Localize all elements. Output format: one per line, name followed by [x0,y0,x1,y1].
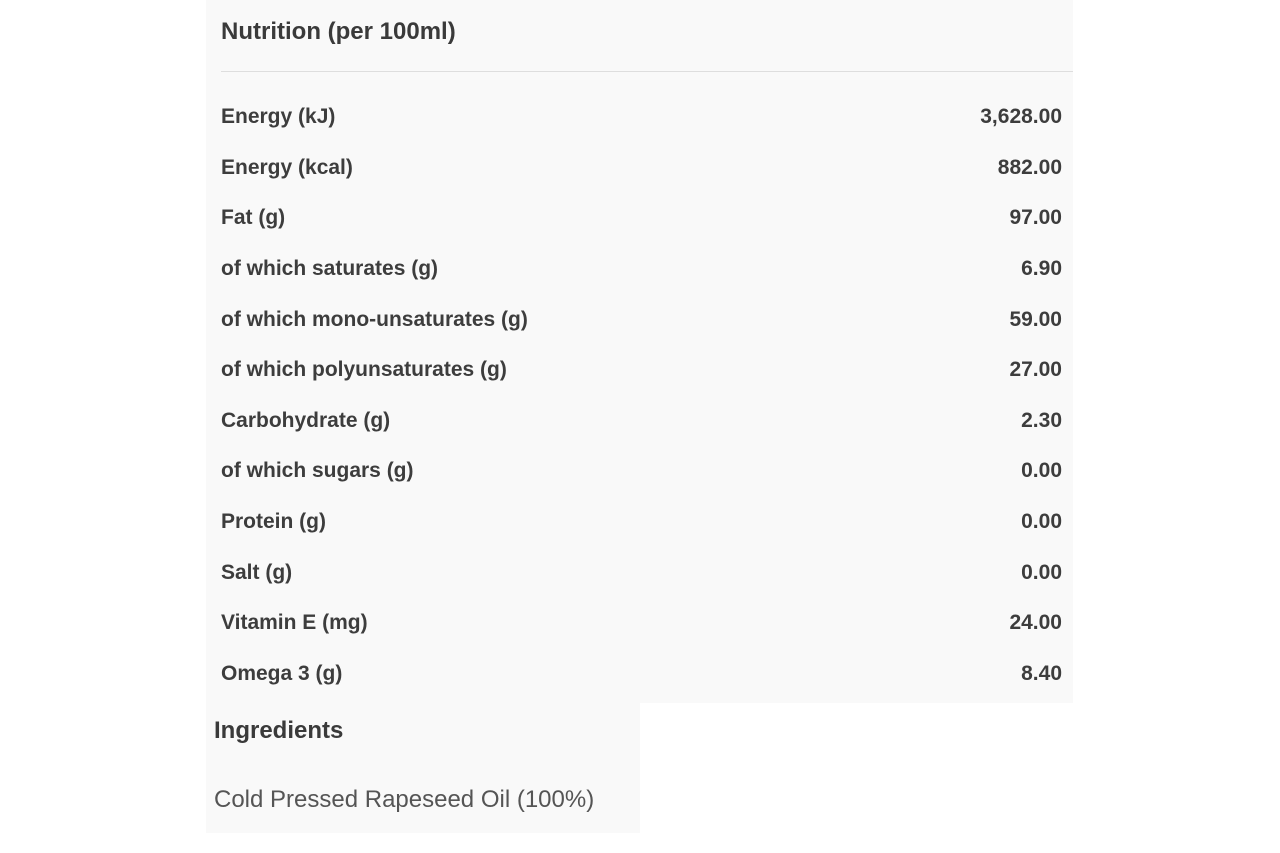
nutrient-value: 59.00 [1009,307,1062,331]
nutrient-value: 0.00 [1021,459,1062,483]
nutrient-label: of which polyunsaturates (g) [221,358,507,382]
nutrition-row-polyunsaturates: of which polyunsaturates (g) 27.00 [221,345,1062,396]
nutrient-value: 2.30 [1021,408,1062,432]
nutrition-row-salt: Salt (g) 0.00 [221,547,1062,598]
nutrient-label: of which saturates (g) [221,257,439,281]
nutrition-table: Energy (kJ) 3,628.00 Energy (kcal) 882.0… [221,92,1062,699]
nutrient-value: 27.00 [1009,358,1062,382]
nutrient-label: Fat (g) [221,206,286,230]
nutrient-label: of which mono-unsaturates (g) [221,307,528,331]
nutrient-label: Vitamin E (mg) [221,611,368,635]
nutrient-value: 8.40 [1021,661,1062,685]
nutrient-label: Carbohydrate (g) [221,408,391,432]
nutrient-value: 97.00 [1009,206,1062,230]
nutrient-value: 0.00 [1021,510,1062,534]
ingredients-text: Cold Pressed Rapeseed Oil (100%) [214,786,595,813]
nutrition-row-sugars: of which sugars (g) 0.00 [221,446,1062,497]
nutrient-label: Salt (g) [221,560,293,584]
nutrition-panel: Nutrition (per 100ml) Energy (kJ) 3,628.… [206,0,1073,703]
nutrient-label: of which sugars (g) [221,459,414,483]
nutrition-row-energy-kcal: Energy (kcal) 882.00 [221,143,1062,194]
nutrient-label: Energy (kJ) [221,105,336,129]
ingredients-panel: Ingredients Cold Pressed Rapeseed Oil (1… [206,703,640,833]
nutrition-row-fat: Fat (g) 97.00 [221,193,1062,244]
nutrient-value: 0.00 [1021,560,1062,584]
nutrient-value: 3,628.00 [980,105,1062,129]
nutrient-label: Omega 3 (g) [221,661,343,685]
nutrition-row-mono-unsaturates: of which mono-unsaturates (g) 59.00 [221,294,1062,345]
nutrition-row-saturates: of which saturates (g) 6.90 [221,244,1062,295]
ingredients-title: Ingredients [214,717,344,744]
nutrient-value: 24.00 [1009,611,1062,635]
nutrition-row-energy-kj: Energy (kJ) 3,628.00 [221,92,1062,143]
nutrition-divider [221,71,1073,72]
nutrition-title: Nutrition (per 100ml) [221,18,456,45]
nutrient-value: 6.90 [1021,257,1062,281]
nutrition-row-protein: Protein (g) 0.00 [221,497,1062,548]
nutrient-label: Energy (kcal) [221,155,353,179]
nutrition-row-omega-3: Omega 3 (g) 8.40 [221,649,1062,700]
nutrient-label: Protein (g) [221,510,326,534]
nutrition-row-vitamin-e: Vitamin E (mg) 24.00 [221,598,1062,649]
nutrient-value: 882.00 [997,155,1062,179]
nutrition-row-carbohydrate: Carbohydrate (g) 2.30 [221,396,1062,447]
